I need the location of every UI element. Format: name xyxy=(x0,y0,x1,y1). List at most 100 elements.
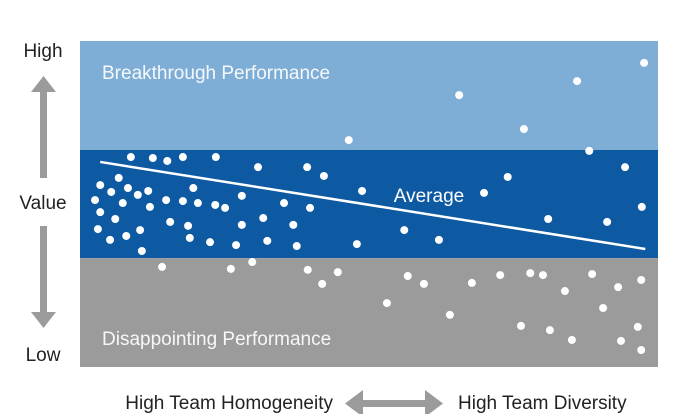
arrows xyxy=(31,76,443,414)
band xyxy=(80,258,658,367)
dot xyxy=(280,199,289,208)
dot xyxy=(193,199,202,208)
dot xyxy=(189,184,198,193)
dot xyxy=(496,271,505,280)
dot xyxy=(544,214,553,223)
dot xyxy=(434,235,443,244)
dot xyxy=(259,214,268,223)
dot xyxy=(640,58,649,67)
dot xyxy=(419,279,428,288)
dot xyxy=(445,310,454,319)
dot xyxy=(517,321,526,330)
dot xyxy=(526,269,535,278)
dot xyxy=(91,196,100,205)
dot xyxy=(107,187,116,196)
dot xyxy=(263,236,272,245)
dot xyxy=(248,258,257,267)
dot xyxy=(96,208,105,217)
dot xyxy=(538,271,547,280)
dot xyxy=(106,235,115,244)
arrow-head xyxy=(31,312,56,328)
arrow-head xyxy=(345,390,363,414)
dot xyxy=(358,186,367,195)
dot xyxy=(144,186,153,195)
arrow-head xyxy=(31,76,56,92)
average-label: Average xyxy=(394,186,464,207)
band xyxy=(80,41,658,150)
dot xyxy=(237,191,246,200)
dot xyxy=(118,199,127,208)
dot xyxy=(96,181,105,190)
dot xyxy=(126,153,135,162)
dot xyxy=(306,203,315,212)
dot xyxy=(573,77,582,86)
dot xyxy=(211,153,220,162)
y-axis-top-label: High xyxy=(23,41,62,62)
dot xyxy=(123,184,132,193)
dot xyxy=(617,336,626,345)
dot xyxy=(166,217,175,226)
dot xyxy=(148,154,157,163)
dot xyxy=(455,91,464,100)
dot xyxy=(206,238,215,247)
arrow-shaft xyxy=(40,88,47,178)
dot xyxy=(254,163,263,172)
dot xyxy=(303,265,312,274)
dot xyxy=(519,125,528,134)
dot xyxy=(289,220,298,229)
dot xyxy=(93,225,102,234)
dot xyxy=(467,278,476,287)
dot xyxy=(111,214,120,223)
dot xyxy=(637,202,646,211)
dot xyxy=(318,279,327,288)
dot xyxy=(158,262,167,271)
dot xyxy=(137,246,146,255)
dot xyxy=(480,188,489,197)
dot xyxy=(614,283,623,292)
dot xyxy=(184,221,193,230)
dot xyxy=(585,146,594,155)
arrow-head xyxy=(425,390,443,414)
dot xyxy=(145,202,154,211)
dot xyxy=(163,156,172,165)
dot xyxy=(352,240,361,249)
arrow-shaft xyxy=(40,226,47,316)
dot xyxy=(211,200,220,209)
dot xyxy=(403,272,412,281)
dot xyxy=(637,346,646,355)
dot xyxy=(545,326,554,335)
dot xyxy=(567,335,576,344)
dot xyxy=(333,268,342,277)
dot xyxy=(382,299,391,308)
dot xyxy=(237,220,246,229)
dot xyxy=(603,217,612,226)
dot xyxy=(178,197,187,206)
x-axis-left-label: High Team Homogeneity xyxy=(125,393,333,414)
dot xyxy=(133,190,142,199)
dot xyxy=(560,287,569,296)
dot xyxy=(344,136,353,145)
band-label: Breakthrough Performance xyxy=(102,63,330,84)
dot xyxy=(221,203,230,212)
dot xyxy=(114,173,123,182)
dot xyxy=(226,264,235,273)
average-line xyxy=(100,160,646,251)
dot xyxy=(162,196,171,205)
dot xyxy=(232,241,241,250)
dot xyxy=(621,163,630,172)
dot xyxy=(400,226,409,235)
arrow-shaft xyxy=(360,400,428,407)
dot xyxy=(292,242,301,251)
dot xyxy=(178,153,187,162)
band-label: Disappointing Performance xyxy=(102,329,331,350)
dot xyxy=(303,163,312,172)
dot xyxy=(185,233,194,242)
x-axis-right-label: High Team Diversity xyxy=(458,393,627,414)
dot xyxy=(637,275,646,284)
dot xyxy=(122,231,131,240)
dot xyxy=(599,303,608,312)
dot xyxy=(136,226,145,235)
dot xyxy=(319,171,328,180)
y-axis-label: Value xyxy=(19,193,66,214)
